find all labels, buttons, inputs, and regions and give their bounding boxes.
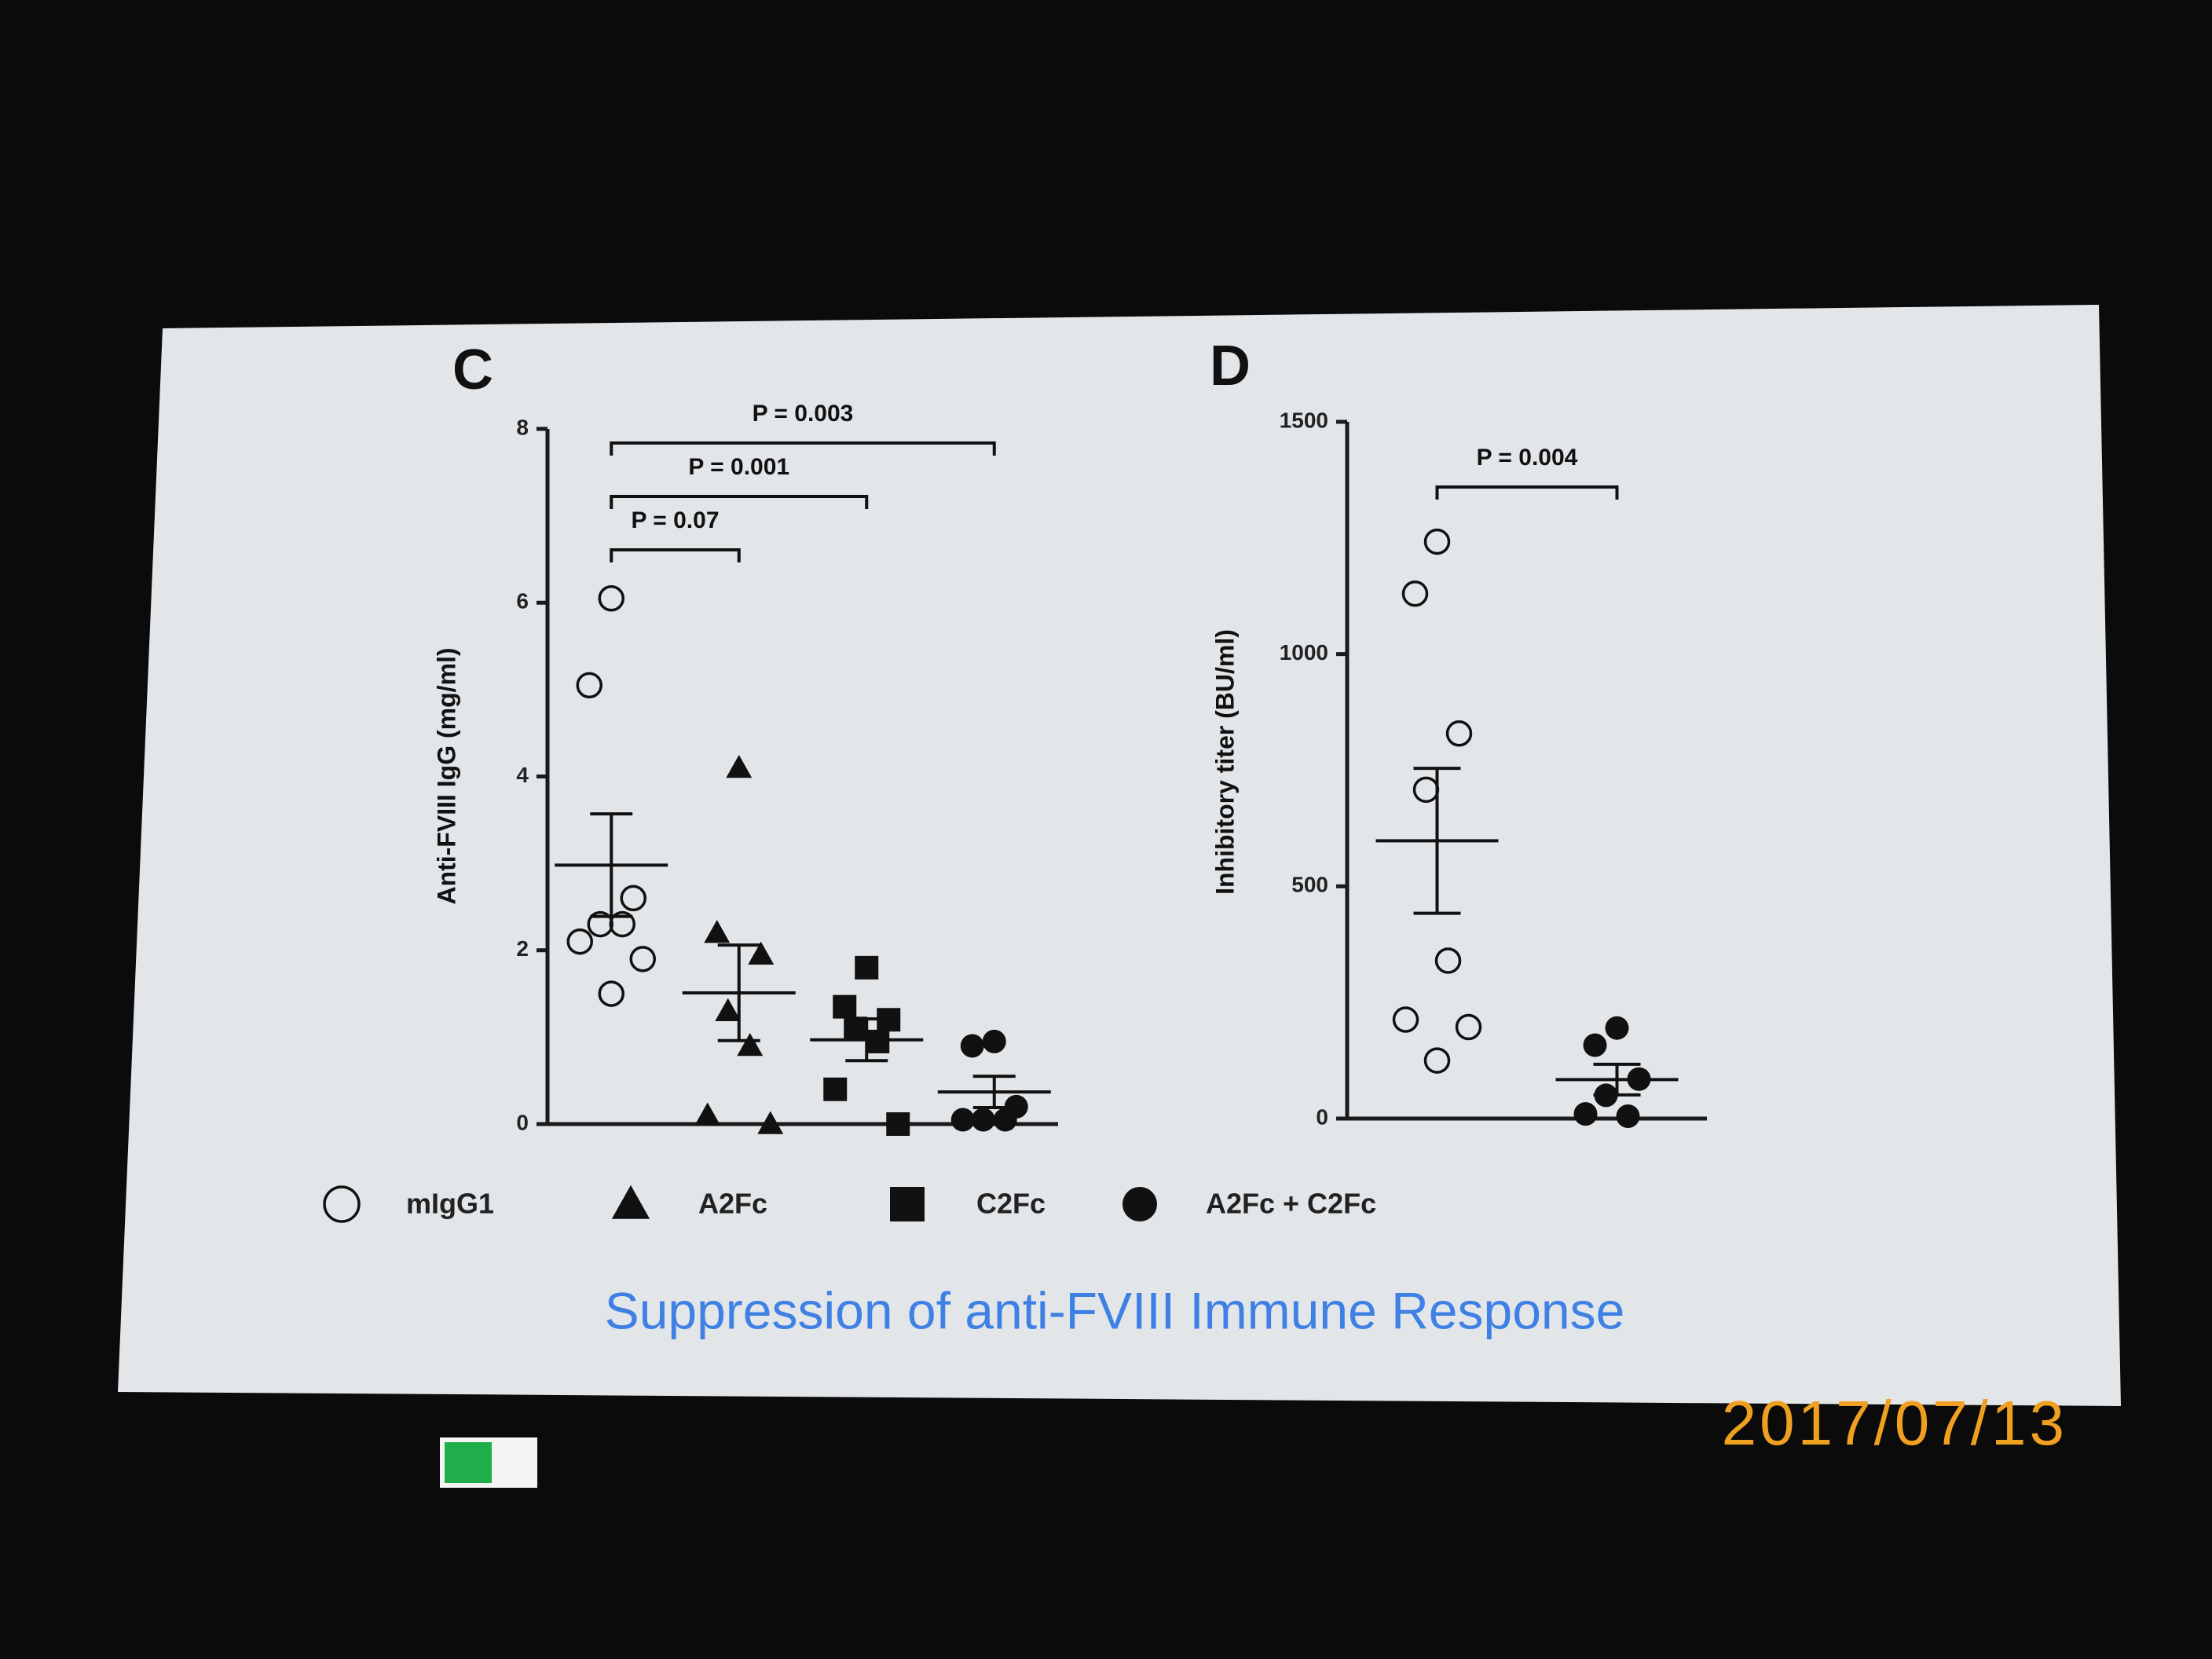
date-stamp: 2017/07/13 — [1722, 1388, 2067, 1458]
data-point — [886, 1112, 910, 1136]
significance-bracket — [610, 495, 869, 509]
p-value-label: P = 0.004 — [1477, 445, 1578, 471]
data-point — [1423, 528, 1451, 555]
y-tick-label: 6 — [516, 589, 529, 613]
panel-label: D — [1210, 335, 1251, 397]
y-tick-label: 2 — [516, 936, 529, 961]
legend-marker — [611, 1185, 650, 1219]
data-point — [566, 928, 593, 955]
y-tick-label: 0 — [516, 1110, 529, 1134]
data-point — [1573, 1102, 1598, 1126]
data-point — [1455, 1013, 1482, 1041]
data-point — [855, 955, 879, 980]
data-point — [587, 910, 613, 938]
y-axis-label: Inhibitory titer (BU/ml) — [1210, 629, 1239, 895]
data-point — [1583, 1033, 1607, 1057]
legend-marker — [1122, 1187, 1157, 1221]
data-point — [844, 1016, 868, 1041]
data-point — [757, 1111, 784, 1134]
data-point — [694, 1102, 721, 1126]
data-point — [1423, 1047, 1451, 1074]
significance-bracket — [610, 548, 741, 562]
y-axis-label: Anti-FVIII IgG (mg/ml) — [432, 647, 460, 904]
data-point — [982, 1029, 1006, 1053]
data-point — [1434, 947, 1462, 974]
data-point — [1401, 580, 1429, 607]
y-tick-label: 1000 — [1280, 640, 1328, 665]
data-point — [748, 941, 775, 965]
legend-marker — [323, 1185, 361, 1223]
y-tick-label: 1500 — [1280, 408, 1328, 432]
data-point — [598, 584, 624, 612]
data-point — [866, 1029, 890, 1053]
y-tick-label: 0 — [1316, 1104, 1328, 1129]
data-point — [1392, 1006, 1419, 1033]
p-value-label: P = 0.07 — [631, 507, 719, 533]
p-value-label: P = 0.001 — [688, 454, 789, 480]
y-tick-label: 8 — [516, 415, 529, 439]
projected-slide — [118, 305, 2121, 1406]
data-point — [1616, 1104, 1640, 1129]
legend-label: mIgG1 — [406, 1188, 494, 1220]
data-point — [993, 1108, 1017, 1132]
slide-caption: Suppression of anti-FVIII Immune Respons… — [605, 1281, 1625, 1339]
data-point — [598, 980, 624, 1007]
data-point — [737, 1032, 764, 1057]
panel-label: C — [452, 339, 493, 401]
legend-label: A2Fc — [698, 1188, 767, 1220]
data-point — [960, 1034, 984, 1058]
data-point — [823, 1077, 848, 1101]
data-point — [629, 946, 656, 972]
legend-label: A2Fc + C2Fc — [1206, 1188, 1376, 1220]
data-point — [609, 910, 635, 938]
significance-bracket — [1435, 485, 1619, 500]
legend-marker — [890, 1187, 925, 1221]
data-point — [950, 1108, 975, 1132]
legend-label: C2Fc — [976, 1188, 1046, 1220]
data-point — [1445, 720, 1473, 747]
y-tick-label: 4 — [516, 763, 529, 787]
data-point — [833, 994, 857, 1019]
data-point — [715, 998, 742, 1021]
data-point — [971, 1108, 995, 1132]
data-point — [576, 672, 602, 699]
data-point — [620, 884, 646, 912]
significance-bracket — [610, 441, 996, 456]
y-tick-label: 500 — [1291, 873, 1328, 897]
p-value-label: P = 0.003 — [753, 401, 854, 427]
exit-sign-arrow-panel — [445, 1442, 492, 1483]
data-point — [1605, 1016, 1629, 1040]
data-point — [704, 920, 731, 943]
data-point — [726, 754, 753, 778]
